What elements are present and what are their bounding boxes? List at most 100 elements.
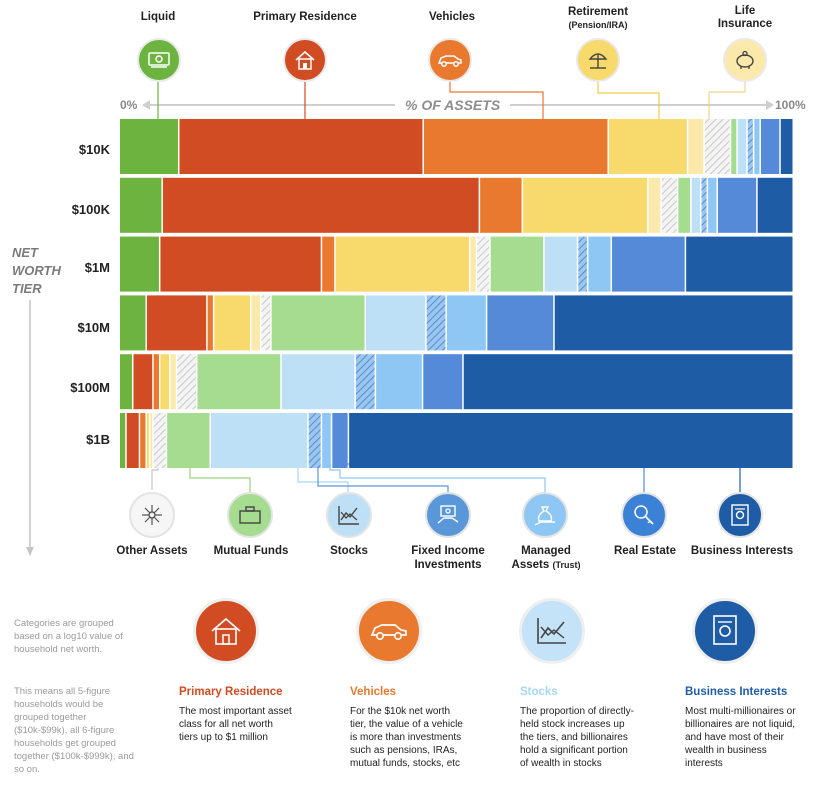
stock-chart-icon — [326, 492, 372, 538]
bar-segment-1b-primary-residence — [126, 413, 139, 468]
connector-managed — [329, 460, 546, 492]
bar-segment-1m-real-estate — [612, 236, 685, 292]
callout-text-stocks: The proportion of directly-held stock in… — [520, 706, 634, 769]
bar-segment-10m-retirement-pension-ira — [214, 295, 250, 351]
bar-segment-10k-business-interests — [780, 119, 793, 174]
bar-segment-1b-other-assets — [153, 413, 166, 468]
network-icon — [129, 492, 175, 538]
bar-segment-1m-stocks — [544, 236, 577, 292]
bar-segment-100m-primary-residence — [133, 354, 153, 410]
tier-label-100m: $100M — [70, 380, 110, 395]
bar-segment-100k-primary-residence — [162, 177, 479, 233]
callout-text-vehicles: For the $10k net worth tier, the value o… — [350, 706, 463, 769]
callout-title-primary: Primary Residence — [179, 686, 283, 698]
bar-segment-100k-managed-assets-trust — [708, 177, 717, 233]
bar-segment-10k-mutual-funds — [731, 119, 737, 174]
bar-segment-10m-other-assets — [261, 295, 271, 351]
bar-segment-100k-life-insurance — [648, 177, 661, 233]
bar-segment-100k-real-estate — [718, 177, 757, 233]
bar-segment-1m-retirement-pension-ira — [335, 236, 469, 292]
tier-label-10m: $10M — [77, 320, 110, 335]
label-real-estate: Real Estate — [613, 545, 677, 557]
bar-segment-1m-liquid — [120, 236, 159, 292]
house-icon — [283, 38, 327, 82]
bar-segment-1m-business-interests — [686, 236, 793, 292]
callout-title-business: Business Interests — [685, 686, 788, 698]
piggy-bank-icon — [723, 38, 767, 82]
bar-segment-10k-life-insurance — [688, 119, 704, 174]
label-mutual-funds: Mutual Funds — [213, 545, 289, 557]
bar-segment-1b-vehicles — [140, 413, 146, 468]
tier-axis-title: NET WORTH TIER — [12, 245, 61, 296]
stock-chart-icon — [519, 598, 585, 664]
note-example: This means all 5-figure households would… — [14, 686, 134, 775]
connector-stocks — [297, 460, 349, 492]
tier-label-100k: $100K — [71, 202, 110, 217]
briefcase-icon — [227, 492, 273, 538]
bar-segment-1m-life-insurance — [470, 236, 476, 292]
cash-icon — [137, 38, 181, 82]
label-life-insurance: Life Insurance — [717, 5, 773, 30]
callout-text-primary: The most important asset class for all n… — [179, 706, 292, 743]
label-stocks: Stocks — [330, 545, 368, 557]
bar-segment-100k-fixed-income-investments — [701, 177, 707, 233]
label-primary-residence: Primary Residence — [253, 11, 357, 23]
bar-segment-10m-business-interests — [554, 295, 793, 351]
money-bag-icon — [522, 492, 568, 538]
bar-segment-100k-retirement-pension-ira — [523, 177, 648, 233]
bar-segment-1b-managed-assets-trust — [322, 413, 331, 468]
house-key-icon — [621, 492, 667, 538]
bar-segment-100k-other-assets — [661, 177, 677, 233]
tier-arrow-head — [26, 547, 34, 556]
bar-segment-1b-stocks — [210, 413, 308, 468]
note-grouping: Categories are grouped based on a log10 … — [14, 618, 123, 655]
callout-title-stocks: Stocks — [520, 686, 558, 698]
bar-segment-1b-business-interests — [349, 413, 793, 468]
bar-segment-100k-mutual-funds — [678, 177, 691, 233]
bar-segment-10k-other-assets — [704, 119, 730, 174]
bar-segment-1b-liquid — [120, 413, 126, 468]
bar-segment-10k-retirement-pension-ira — [608, 119, 687, 174]
callout-title-vehicles: Vehicles — [350, 686, 397, 698]
bar-segment-10k-stocks — [737, 119, 747, 174]
bar-segment-100k-liquid — [120, 177, 162, 233]
bar-segment-10m-primary-residence — [146, 295, 207, 351]
bar-segment-100m-stocks — [281, 354, 355, 410]
bar-segment-1m-managed-assets-trust — [588, 236, 611, 292]
label-managed-assets: Managed Assets (Trust) — [511, 545, 581, 571]
connector-life — [708, 82, 746, 120]
bar-segment-10m-vehicles — [207, 295, 213, 351]
axis-title: % OF ASSETS — [395, 97, 511, 113]
car-icon — [356, 598, 422, 664]
bar-segment-100m-retirement-pension-ira — [160, 354, 170, 410]
bar-segment-1b-life-insurance — [150, 413, 153, 468]
bar-segment-10m-real-estate — [487, 295, 554, 351]
bar-segment-1m-fixed-income-investments — [578, 236, 587, 292]
axis-max-label: 100% — [775, 98, 806, 112]
bar-segment-10m-managed-assets-trust — [446, 295, 486, 351]
bar-segment-10k-managed-assets-trust — [754, 119, 760, 174]
certificate-icon — [717, 492, 763, 538]
connector-vehicles — [449, 82, 544, 120]
bar-segment-100m-life-insurance — [170, 354, 176, 410]
bar-segment-10m-stocks — [366, 295, 426, 351]
label-business-interests: Business Interests — [690, 545, 794, 557]
bar-segment-100k-stocks — [691, 177, 700, 233]
bar-segment-1b-mutual-funds — [167, 413, 210, 468]
bar-segment-100m-liquid — [120, 354, 132, 410]
label-other-assets: Other Assets — [116, 545, 188, 557]
bar-segment-10m-mutual-funds — [271, 295, 365, 351]
connector-retirement — [597, 82, 660, 120]
axis-arrow-left — [142, 100, 150, 110]
bar-segment-10k-fixed-income-investments — [747, 119, 753, 174]
bar-segment-10k-liquid — [120, 119, 178, 174]
axis-arrow-right — [766, 100, 774, 110]
connector-fixed — [317, 460, 449, 492]
tier-label-10k: $10K — [78, 142, 110, 157]
house-icon — [193, 598, 259, 664]
label-retirement: Retirement (Pension/IRA) — [567, 6, 629, 30]
bar-segment-10k-real-estate — [760, 119, 780, 174]
bar-segment-1b-real-estate — [332, 413, 348, 468]
bar-segment-100k-business-interests — [757, 177, 793, 233]
